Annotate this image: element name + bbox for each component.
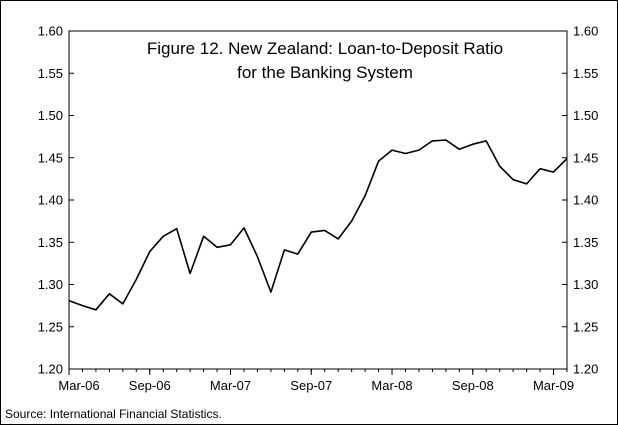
source-note: Source: International Financial Statisti… <box>5 407 222 421</box>
right-y-tick-label: 1.35 <box>573 235 598 250</box>
x-tick-label: Mar-07 <box>210 378 251 393</box>
left-y-axis: 1.20 1.25 1.30 1.35 1.40 1.45 1.50 1.55 1.60 <box>38 24 74 377</box>
right-y-tick-label: 1.20 <box>573 362 598 377</box>
x-axis: Mar-06 Sep-06 Mar-07 Sep-07 Mar-08 Sep-08 Mar-… <box>58 369 574 393</box>
chart-title-line2: for the Banking System <box>237 63 413 82</box>
chart-title-line1: Figure 12. New Zealand: Loan-to-Deposit … <box>147 39 503 58</box>
left-y-tick-label: 1.35 <box>38 235 63 250</box>
x-tick-label: Sep-08 <box>452 378 494 393</box>
right-y-tick-label: 1.30 <box>573 277 598 292</box>
left-y-tick-label: 1.50 <box>38 108 63 123</box>
right-y-tick-label: 1.55 <box>573 66 598 81</box>
left-y-tick-label: 1.25 <box>38 319 63 334</box>
x-tick-label: Mar-06 <box>58 378 99 393</box>
x-tick-label: Sep-06 <box>129 378 171 393</box>
right-y-tick-label: 1.50 <box>573 108 598 123</box>
left-y-tick-label: 1.60 <box>38 24 63 39</box>
x-tick-label: Mar-09 <box>533 378 574 393</box>
x-tick-label: Mar-08 <box>371 378 412 393</box>
left-y-tick-label: 1.30 <box>38 277 63 292</box>
series-line <box>68 139 568 311</box>
left-y-tick-label: 1.20 <box>38 362 63 377</box>
right-y-tick-label: 1.45 <box>573 150 598 165</box>
right-y-tick-label: 1.40 <box>573 193 598 208</box>
right-y-tick-label: 1.25 <box>573 319 598 334</box>
left-y-tick-label: 1.55 <box>38 66 63 81</box>
right-y-axis: 1.20 1.25 1.30 1.35 1.40 1.45 1.50 1.55 1.60 <box>562 24 598 377</box>
right-y-tick-label: 1.60 <box>573 24 598 39</box>
left-y-tick-label: 1.40 <box>38 193 63 208</box>
x-tick-label: Sep-07 <box>290 378 332 393</box>
left-y-tick-label: 1.45 <box>38 150 63 165</box>
